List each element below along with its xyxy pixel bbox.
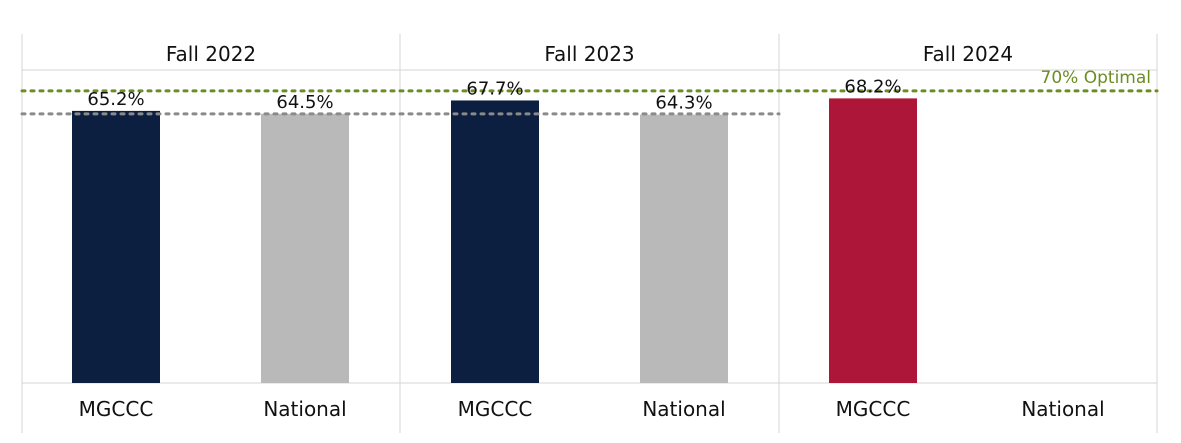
group-header-fall-2024: Fall 2024 [923,42,1013,66]
category-label-fall-2023-mgccc: MGCCC [458,397,533,421]
data-label-fall-2023-mgccc: 67.7% [466,78,523,99]
bars [72,98,917,384]
group-headers: Fall 2022 Fall 2023 Fall 2024 [166,42,1013,66]
data-labels: 65.2% 64.5% 67.7% 64.3% 68.2% [87,76,901,113]
chart-frame [21,34,1158,433]
bar-fall-2024-mgccc [829,98,917,384]
category-label-fall-2024-mgccc: MGCCC [836,397,911,421]
category-label-fall-2022-mgccc: MGCCC [79,397,154,421]
category-label-fall-2023-national: National [642,397,725,421]
bar-fall-2022-mgccc [72,110,160,383]
data-label-fall-2022-national: 64.5% [276,92,333,113]
category-label-fall-2024-national: National [1021,397,1104,421]
group-header-fall-2023: Fall 2023 [544,42,634,66]
data-label-fall-2022-mgccc: 65.2% [87,89,144,110]
bar-fall-2022-national [261,113,349,383]
category-label-fall-2022-national: National [263,397,346,421]
group-header-fall-2022: Fall 2022 [166,42,256,66]
reference-lines: 70% Optimal [20,68,1159,116]
data-label-fall-2023-national: 64.3% [655,93,712,114]
reference-line-label: 70% Optimal [1041,68,1151,88]
data-label-fall-2024-mgccc: 68.2% [844,76,901,97]
bar-fall-2023-national [640,114,728,383]
bar-fall-2023-mgccc [451,100,539,383]
category-labels: MGCCC National MGCCC National MGCCC National [79,397,1105,421]
